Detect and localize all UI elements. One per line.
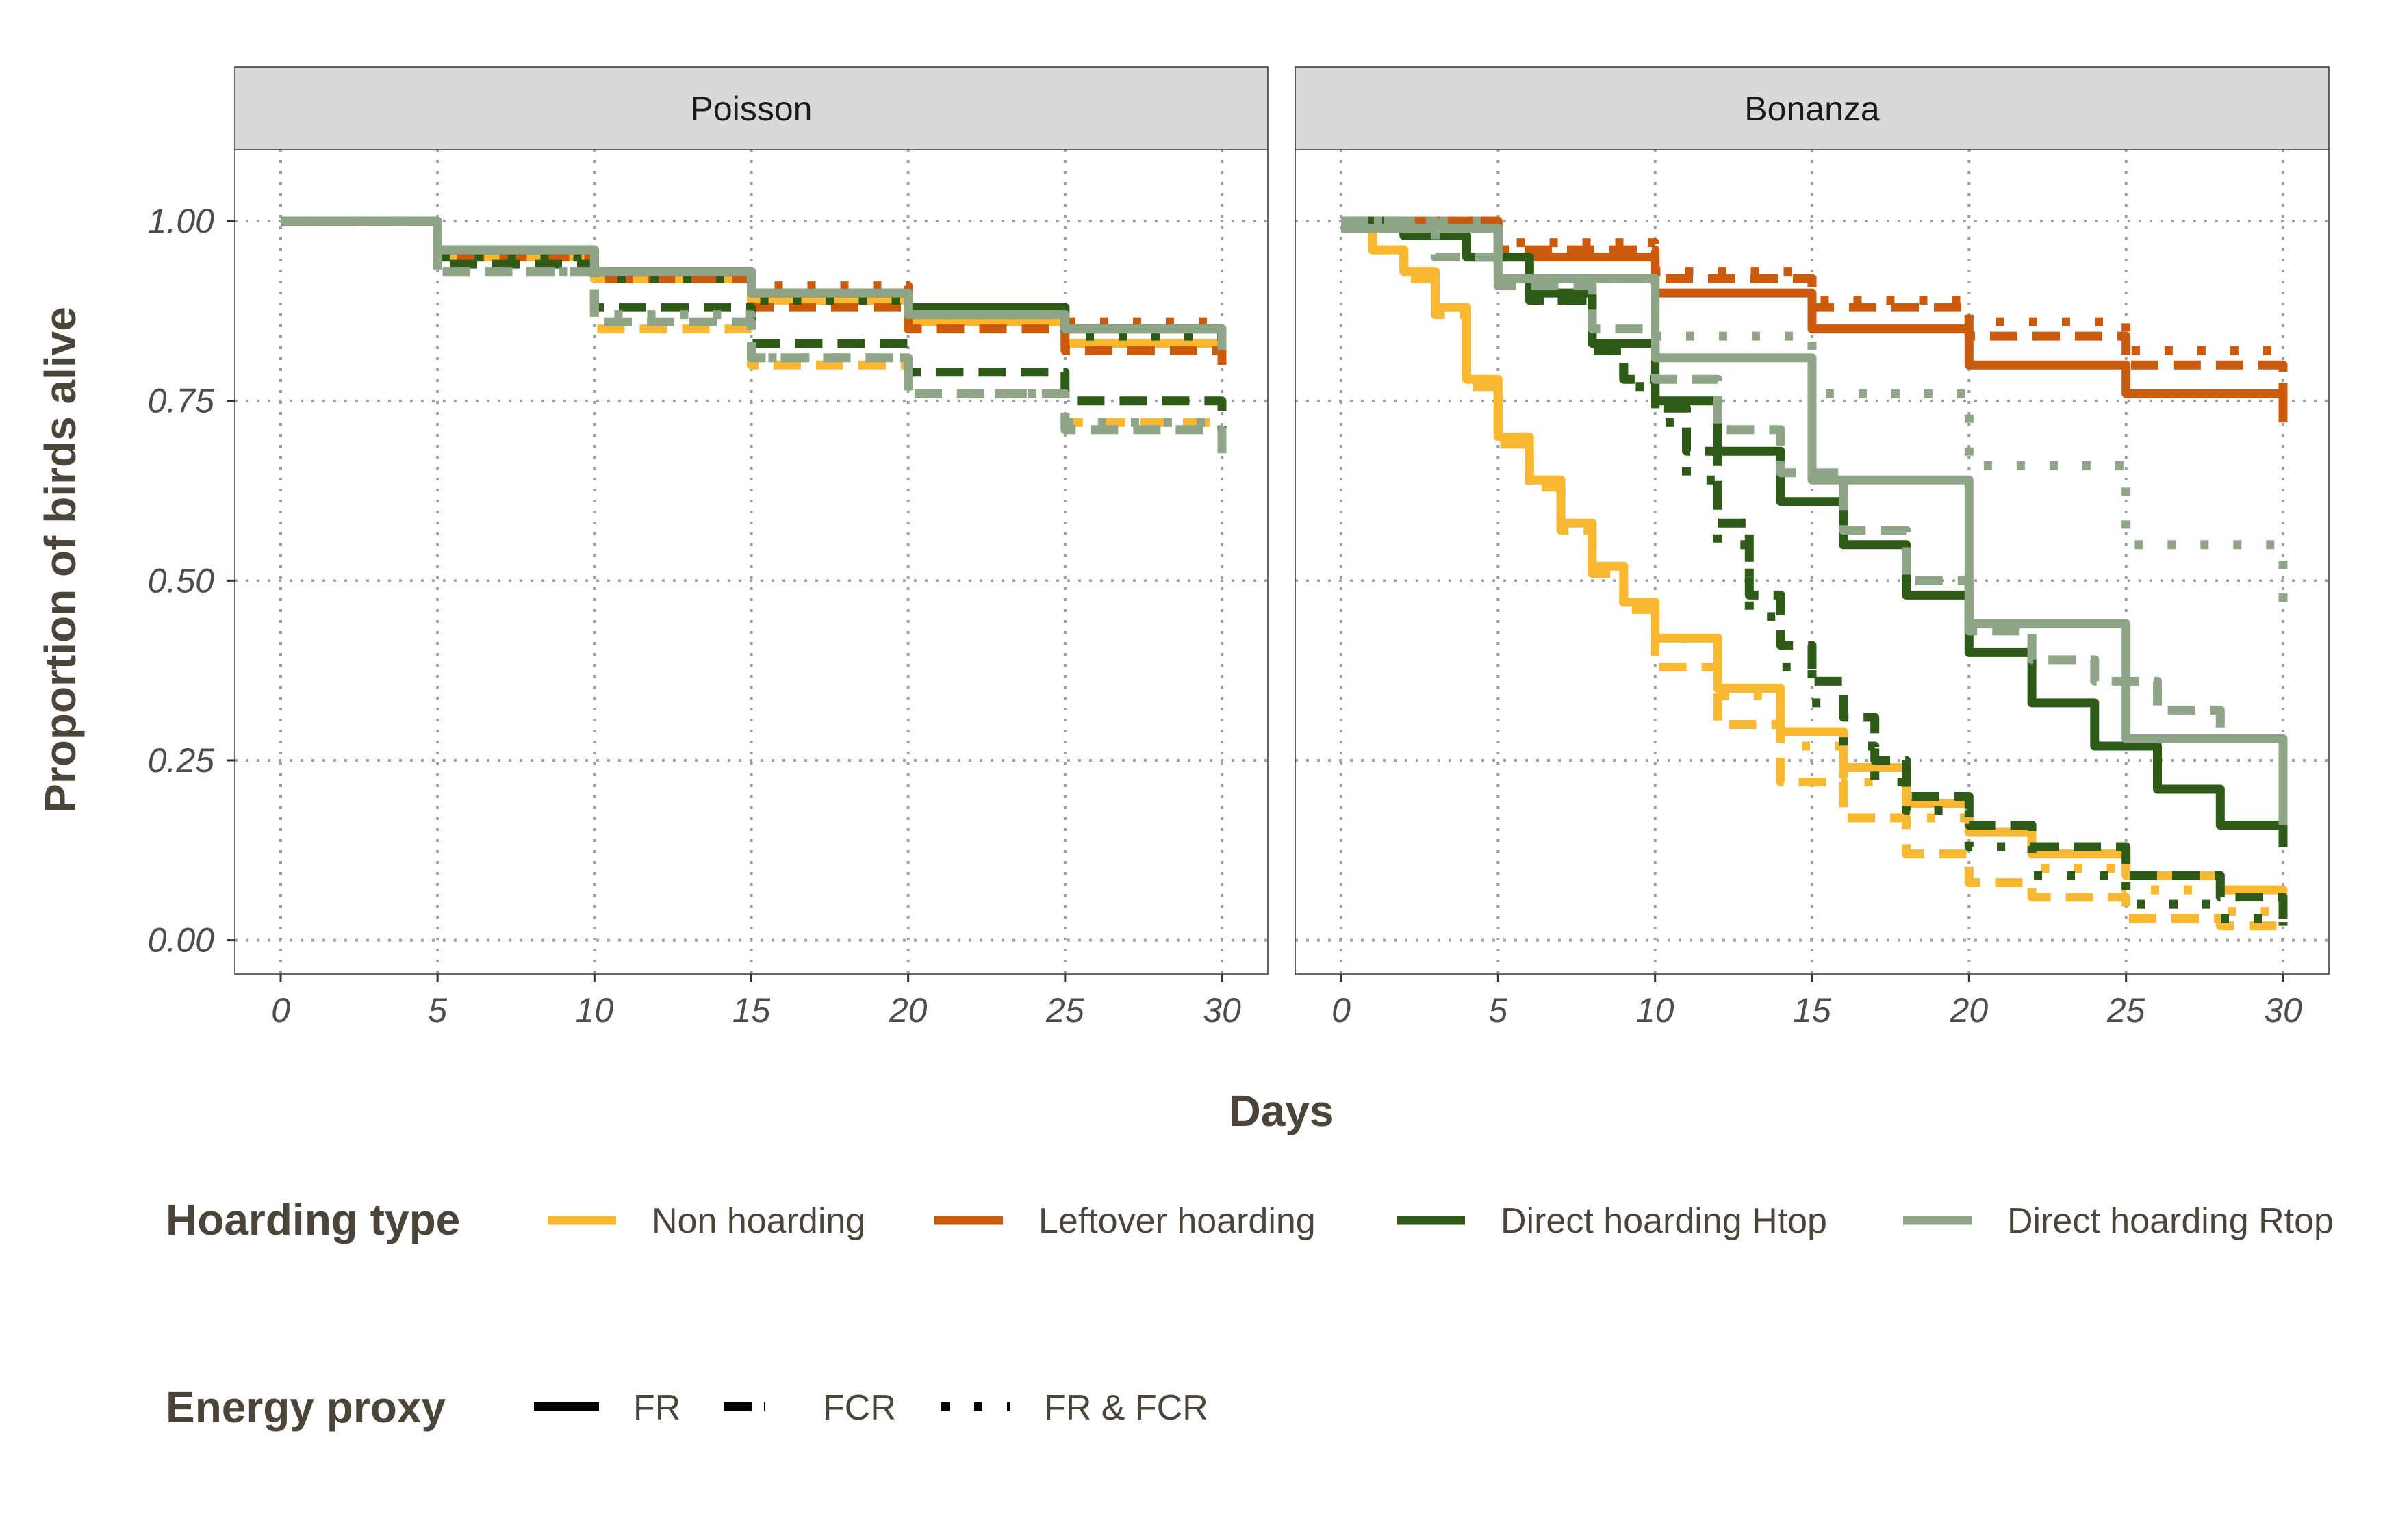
x-tick-label: 10 xyxy=(1636,991,1674,1029)
legend: Hoarding type Non hoarding Leftover hoardi… xyxy=(166,1195,2334,1432)
series-line xyxy=(1341,216,2288,926)
y-axis-title: Proportion of birds alive xyxy=(36,307,85,813)
legend-label: FR & FCR xyxy=(1044,1388,1208,1428)
panels-layer: Poisson 0 5 10 15 20 25 30 0.00 0.25 0.50 0.75 1.00 B… xyxy=(148,66,2330,1029)
legend-label: FCR xyxy=(823,1388,896,1428)
x-tick-label: 30 xyxy=(2264,991,2302,1029)
panel-strip xyxy=(1295,66,2330,150)
y-tick-label: 0.25 xyxy=(148,741,215,780)
legend-label: FR xyxy=(633,1388,680,1428)
x-tick-label: 25 xyxy=(1045,991,1084,1029)
legend-title-hoarding: Hoarding type xyxy=(166,1195,460,1244)
x-axis-title: Days xyxy=(1229,1086,1334,1135)
panel-bonanza: Bonanza 0 5 10 15 20 25 30 xyxy=(1295,66,2330,1029)
panel-title: Bonanza xyxy=(1744,90,1880,128)
panel-strip xyxy=(234,66,1269,150)
panel-poisson: Poisson 0 5 10 15 20 25 30 0.00 0.25 0.50 0.75 1.00 xyxy=(148,66,1269,1029)
legend-item-hoarding: Direct hoarding Htop xyxy=(1397,1201,1827,1241)
x-tick-label: 20 xyxy=(1950,991,1989,1029)
legend-label: Direct hoarding Htop xyxy=(1501,1201,1827,1241)
legend-label: Leftover hoarding xyxy=(1038,1201,1316,1241)
legend-item-energy: FR xyxy=(534,1388,680,1428)
x-tick-label: 25 xyxy=(2106,991,2145,1029)
x-tick-label: 0 xyxy=(271,991,290,1029)
legend-title-energy: Energy proxy xyxy=(166,1383,446,1432)
legend-item-energy: FCR xyxy=(724,1388,896,1428)
y-tick-label: 0.50 xyxy=(148,561,215,600)
y-tick-label: 1.00 xyxy=(148,202,215,240)
legend-item-hoarding: Non hoarding xyxy=(548,1201,865,1241)
series-line xyxy=(281,216,1227,466)
legend-item-hoarding: Leftover hoarding xyxy=(934,1201,1316,1241)
x-tick-label: 20 xyxy=(889,991,928,1029)
x-tick-label: 15 xyxy=(732,991,771,1029)
y-tick-label: 0.75 xyxy=(148,382,215,420)
x-tick-label: 0 xyxy=(1331,991,1351,1029)
y-tick-label: 0.00 xyxy=(148,921,215,960)
legend-item-hoarding: Direct hoarding Rtop xyxy=(1903,1201,2334,1241)
x-tick-label: 10 xyxy=(576,991,614,1029)
x-tick-label: 30 xyxy=(1203,991,1241,1029)
x-tick-label: 5 xyxy=(1488,991,1507,1029)
legend-label: Non hoarding xyxy=(652,1201,865,1241)
series-line xyxy=(1341,216,2288,919)
x-tick-label: 15 xyxy=(1793,991,1831,1029)
legend-item-energy: FR & FCR xyxy=(941,1388,1208,1428)
series-line xyxy=(1341,216,2288,768)
series-line xyxy=(1341,216,2288,934)
legend-label: Direct hoarding Rtop xyxy=(2007,1201,2334,1241)
panel-title: Poisson xyxy=(691,90,813,128)
x-tick-label: 5 xyxy=(428,991,447,1029)
